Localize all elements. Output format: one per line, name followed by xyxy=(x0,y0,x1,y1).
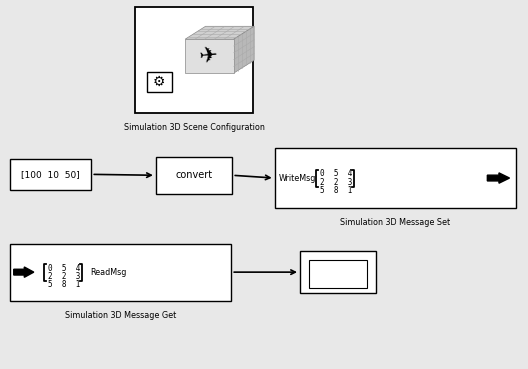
Text: ✈: ✈ xyxy=(198,46,219,68)
Bar xyxy=(275,148,516,208)
Polygon shape xyxy=(234,26,254,73)
Text: 0  5  4: 0 5 4 xyxy=(320,169,352,179)
Text: 5  8  1: 5 8 1 xyxy=(48,280,80,289)
Text: 2  2  3: 2 2 3 xyxy=(48,272,80,281)
Bar xyxy=(10,244,231,301)
Bar xyxy=(300,251,376,293)
Polygon shape xyxy=(14,267,34,277)
Bar xyxy=(10,159,91,190)
Bar xyxy=(156,157,232,194)
Text: 5  8  1: 5 8 1 xyxy=(320,186,352,195)
Text: Simulation 3D Message Get: Simulation 3D Message Get xyxy=(65,311,176,320)
Polygon shape xyxy=(487,173,510,183)
Bar xyxy=(135,7,253,113)
Text: [100  10  50]: [100 10 50] xyxy=(21,170,80,179)
Text: Simulation 3D Scene Configuration: Simulation 3D Scene Configuration xyxy=(124,123,265,131)
Polygon shape xyxy=(185,26,254,39)
Text: WriteMsg: WriteMsg xyxy=(279,173,316,183)
Bar xyxy=(309,260,367,288)
Text: ReadMsg: ReadMsg xyxy=(90,268,126,277)
Text: Simulation 3D Message Set: Simulation 3D Message Set xyxy=(341,218,450,227)
Bar xyxy=(147,72,172,92)
Polygon shape xyxy=(185,39,234,73)
Text: 2  2  3: 2 2 3 xyxy=(320,177,352,187)
Text: 0  5  4: 0 5 4 xyxy=(48,263,80,273)
Text: convert: convert xyxy=(175,170,213,180)
Text: ⚙: ⚙ xyxy=(153,75,165,89)
